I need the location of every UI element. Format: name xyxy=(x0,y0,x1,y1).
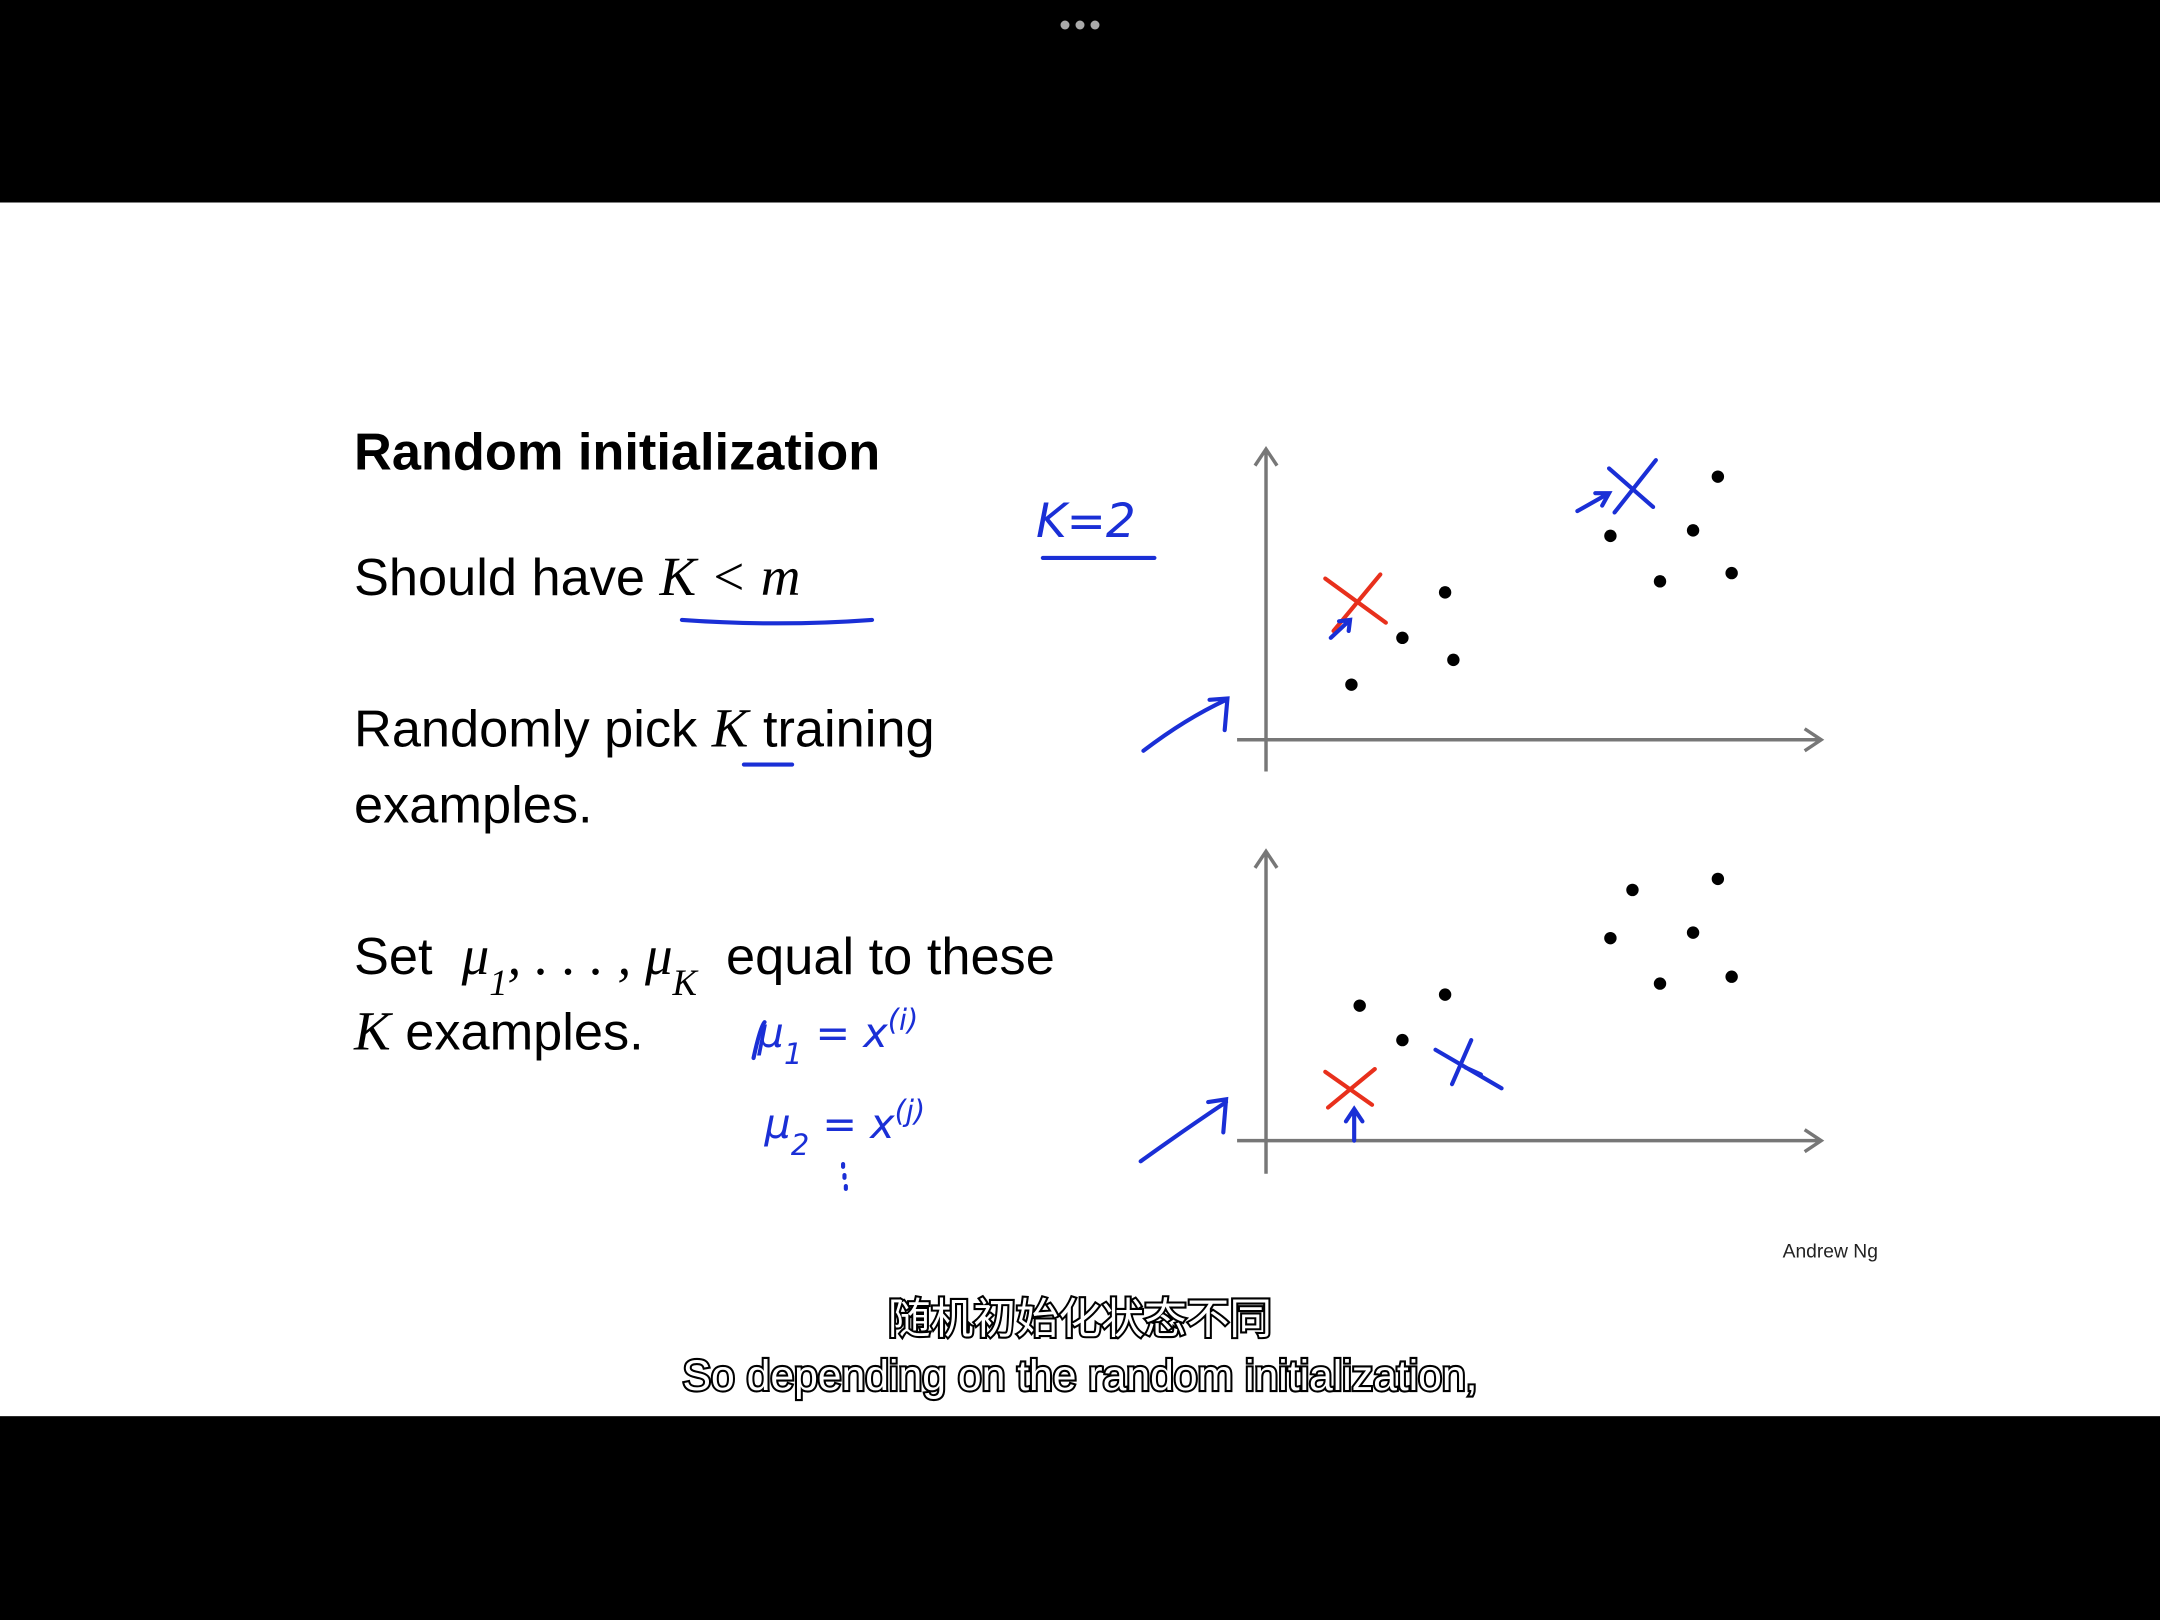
text-segment: examples. xyxy=(354,776,593,834)
slide-background xyxy=(0,202,2160,1417)
ink-marks xyxy=(679,458,1658,1191)
text-segment: 1 xyxy=(784,1037,802,1071)
text-segment: Set xyxy=(354,928,462,986)
plot-axes xyxy=(1237,445,1825,1174)
slide-text-line: Set μ1, . . . , μK equal to these xyxy=(354,925,1055,1003)
subtitle-zh: 随机初始化状态不同 xyxy=(888,1296,1272,1344)
text-segment: (j) xyxy=(895,1094,926,1128)
text-segment: 1 xyxy=(489,961,507,1002)
text-segment: training xyxy=(748,701,934,759)
text-segment: Should have xyxy=(354,549,660,607)
text-segment: K xyxy=(711,698,752,759)
text-segment: μ xyxy=(644,925,673,986)
text-segment: Randomly pick xyxy=(354,701,712,759)
slide-text-line: examples. xyxy=(354,776,593,834)
slide-text-line: K examples. xyxy=(353,1001,644,1062)
handwriting: K=2 xyxy=(1036,495,1136,549)
text-segment: μ xyxy=(764,1100,791,1148)
text-segment: μ xyxy=(461,925,490,986)
slide-title: Random initialization xyxy=(354,424,880,482)
slide-text-line: Randomly pick K training xyxy=(354,698,935,759)
subtitle-en: So depending on the random initializatio… xyxy=(683,1352,1478,1400)
text-segment: K xyxy=(353,1001,394,1062)
handwriting: μ2 = x(j) xyxy=(764,1094,926,1162)
text-segment: equal to these xyxy=(697,928,1055,986)
text-segment: 2 xyxy=(791,1128,809,1162)
text-segment: = x xyxy=(802,1009,888,1057)
data-points xyxy=(1345,470,1738,1047)
text-segment: μ xyxy=(757,1009,784,1057)
text-segment: K xyxy=(672,961,699,1002)
text-segment: K=2 xyxy=(1036,495,1136,549)
text-segment: , . . . , xyxy=(508,925,645,986)
slide: Random initialization Andrew Ng xyxy=(0,202,2160,1417)
author: Andrew Ng xyxy=(1783,1242,1878,1263)
slide-text-line: Should have K < m xyxy=(354,546,800,607)
text-segment: = x xyxy=(809,1100,895,1148)
menu-dots[interactable] xyxy=(1060,20,1100,30)
text-segment: (i) xyxy=(888,1003,919,1037)
text-segment: examples. xyxy=(391,1004,644,1062)
handwriting: μ1 = x(i) xyxy=(757,1003,919,1071)
text-segment: K < m xyxy=(659,546,801,607)
